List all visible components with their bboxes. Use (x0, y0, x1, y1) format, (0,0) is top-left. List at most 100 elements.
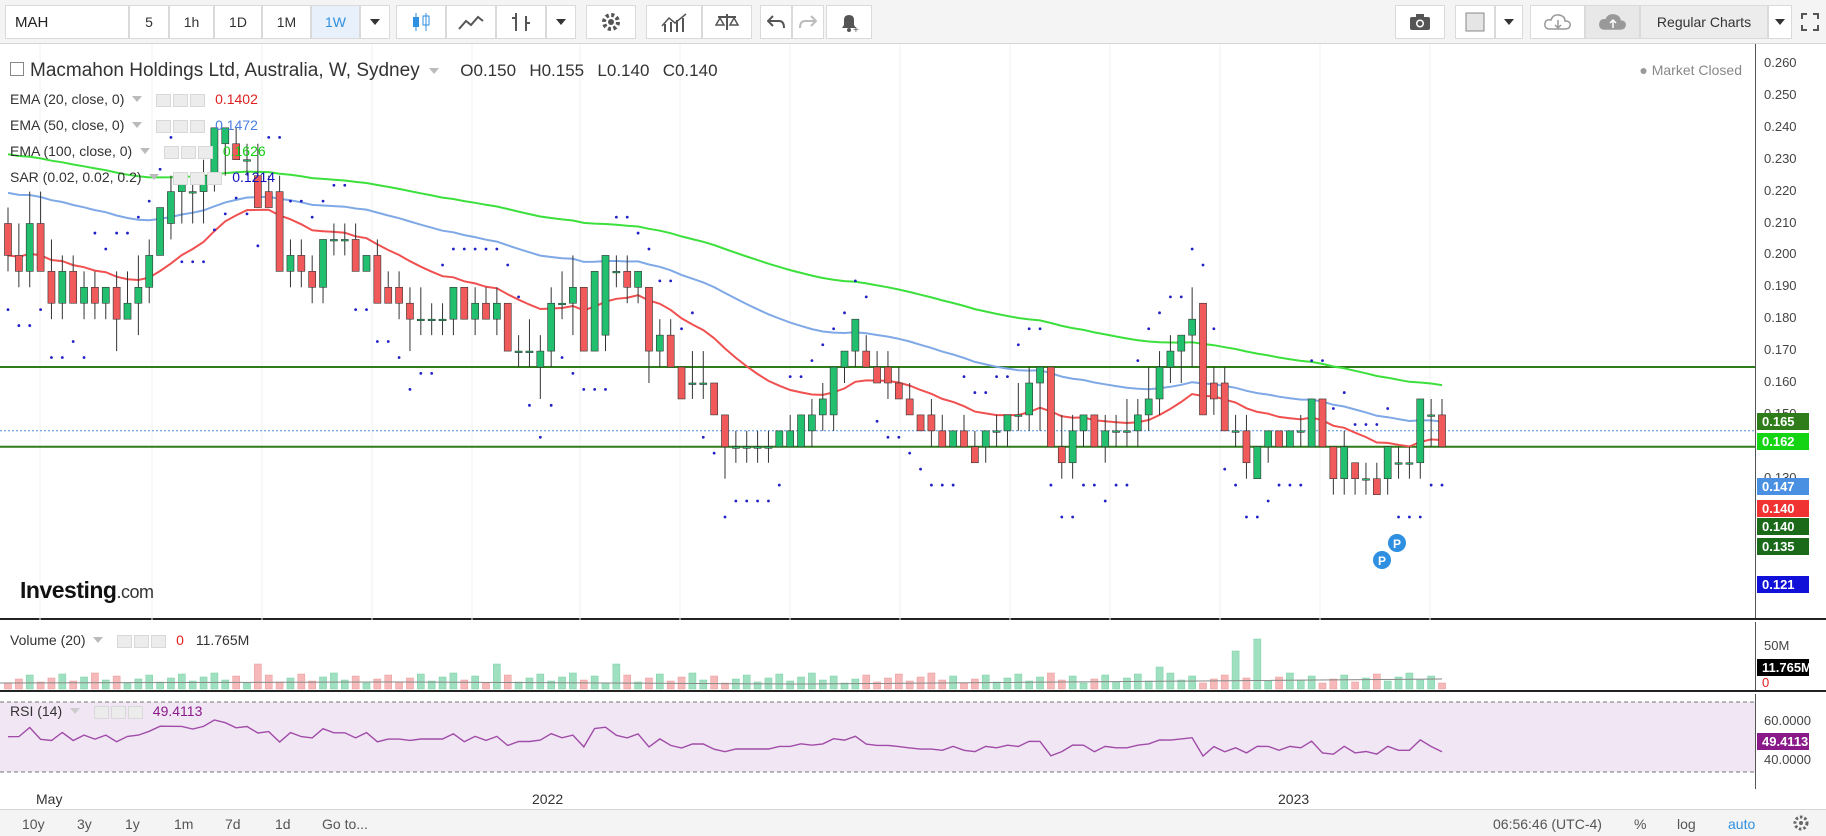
goto-button[interactable]: Go to... (322, 816, 368, 832)
camera-icon (1410, 14, 1430, 30)
candle (471, 287, 479, 336)
color-picker-button[interactable] (1455, 5, 1495, 39)
range-7d[interactable]: 7d (225, 816, 241, 832)
chart-style-dropdown[interactable] (1768, 5, 1792, 39)
interval-1w[interactable]: 1W (311, 5, 360, 39)
sar-dot (984, 391, 988, 394)
candle (1394, 446, 1403, 479)
range-1m[interactable]: 1m (174, 816, 194, 832)
volume-bar (905, 680, 914, 690)
sar-dot (441, 263, 444, 267)
interval-dropdown[interactable] (360, 5, 390, 39)
percent-toggle[interactable]: % (1634, 816, 1647, 832)
chevron-down-icon[interactable] (132, 96, 143, 102)
volume-bar (1199, 682, 1207, 690)
candle (601, 255, 610, 352)
gear-icon[interactable] (173, 119, 189, 133)
collapse-icon[interactable] (10, 61, 24, 76)
fullscreen-button[interactable] (1796, 5, 1824, 39)
chevron-down-icon[interactable] (428, 68, 439, 74)
candle (905, 383, 914, 416)
sar-label: SAR (0.02, 0.02, 0.2) (10, 169, 142, 185)
candle (1112, 414, 1120, 447)
regular-charts-button[interactable]: Regular Charts (1640, 5, 1768, 39)
color-dropdown[interactable] (1495, 5, 1523, 39)
volume-bar (971, 678, 979, 690)
candle (645, 287, 653, 383)
interval-5[interactable]: 5 (129, 5, 169, 39)
gear-icon[interactable] (180, 145, 196, 159)
sar-dot (1125, 483, 1129, 487)
range-10y[interactable]: 10y (22, 816, 45, 832)
chevron-down-icon[interactable] (140, 148, 151, 154)
close-icon[interactable] (190, 119, 206, 133)
volume-bar (656, 673, 664, 690)
sar-dot (354, 308, 358, 312)
sar-dot (147, 199, 151, 203)
log-toggle[interactable]: log (1677, 816, 1696, 832)
eye-icon[interactable] (173, 171, 189, 185)
undo-button[interactable] (760, 5, 792, 39)
candle (243, 143, 251, 176)
ema100-line (7, 153, 1443, 387)
candle (851, 318, 860, 368)
gear-icon[interactable] (190, 171, 206, 185)
eye-icon[interactable] (156, 119, 172, 133)
bars-button[interactable] (496, 5, 546, 39)
sar-dot (419, 372, 423, 375)
settings-button[interactable] (586, 5, 636, 39)
chevron-down-icon[interactable] (93, 637, 104, 643)
symbol-input[interactable]: MAH (5, 5, 129, 39)
cloud-download-button[interactable] (1530, 5, 1585, 39)
gear-icon[interactable] (134, 634, 150, 648)
volume-bar (1264, 680, 1272, 690)
alert-button[interactable]: + (826, 5, 872, 39)
interval-1h[interactable]: 1h (169, 5, 214, 39)
eye-icon[interactable] (163, 145, 179, 159)
close-icon[interactable] (151, 634, 167, 648)
range-1y[interactable]: 1y (125, 816, 140, 832)
chevron-down-icon[interactable] (132, 122, 143, 128)
close-icon[interactable] (190, 93, 206, 107)
interval-1d[interactable]: 1D (214, 5, 262, 39)
sar-dot (1201, 263, 1205, 267)
settings-icon[interactable] (1792, 814, 1810, 835)
volume-pane[interactable]: Volume (20) 0 11.765M 50M 11.765M 0 (0, 622, 1826, 692)
chevron-down-icon (1504, 19, 1514, 25)
close-icon[interactable] (207, 171, 223, 185)
sar-dot (136, 215, 140, 219)
eye-icon[interactable] (156, 93, 172, 107)
compare-button[interactable] (702, 5, 752, 39)
price-chart[interactable]: PP (0, 44, 1826, 620)
close-icon[interactable] (127, 705, 143, 719)
range-3y[interactable]: 3y (77, 816, 92, 832)
auto-toggle[interactable]: auto (1728, 816, 1756, 832)
candle (873, 351, 881, 384)
candles-button[interactable] (396, 5, 446, 39)
sar-dot (1147, 327, 1151, 331)
gear-icon[interactable] (173, 93, 189, 107)
redo-button[interactable] (792, 5, 824, 39)
range-1d[interactable]: 1d (275, 816, 291, 832)
eye-icon[interactable] (117, 634, 133, 648)
gear-icon[interactable] (110, 705, 126, 719)
indicators-button[interactable] (646, 5, 702, 39)
time-axis[interactable]: May 2022 2023 (0, 789, 1826, 809)
rsi-chart[interactable] (0, 694, 1826, 789)
sar-dot (821, 343, 825, 347)
screenshot-button[interactable] (1395, 5, 1445, 39)
chevron-down-icon[interactable] (70, 708, 81, 714)
volume-chart[interactable] (0, 622, 1826, 692)
close-icon[interactable] (197, 145, 213, 159)
sar-dot (517, 295, 520, 299)
line-chart-button[interactable] (446, 5, 496, 39)
interval-1m[interactable]: 1M (262, 5, 311, 39)
volume-bar (319, 676, 327, 690)
eye-icon[interactable] (93, 705, 109, 719)
chart-type-dropdown[interactable] (546, 5, 576, 39)
chevron-down-icon[interactable] (149, 174, 160, 180)
cloud-upload-button[interactable] (1585, 5, 1640, 39)
rsi-pane[interactable]: RSI (14) 49.4113 60.0000 49.4113 40.0000 (0, 694, 1826, 789)
close-value: C0.140 (662, 61, 718, 80)
